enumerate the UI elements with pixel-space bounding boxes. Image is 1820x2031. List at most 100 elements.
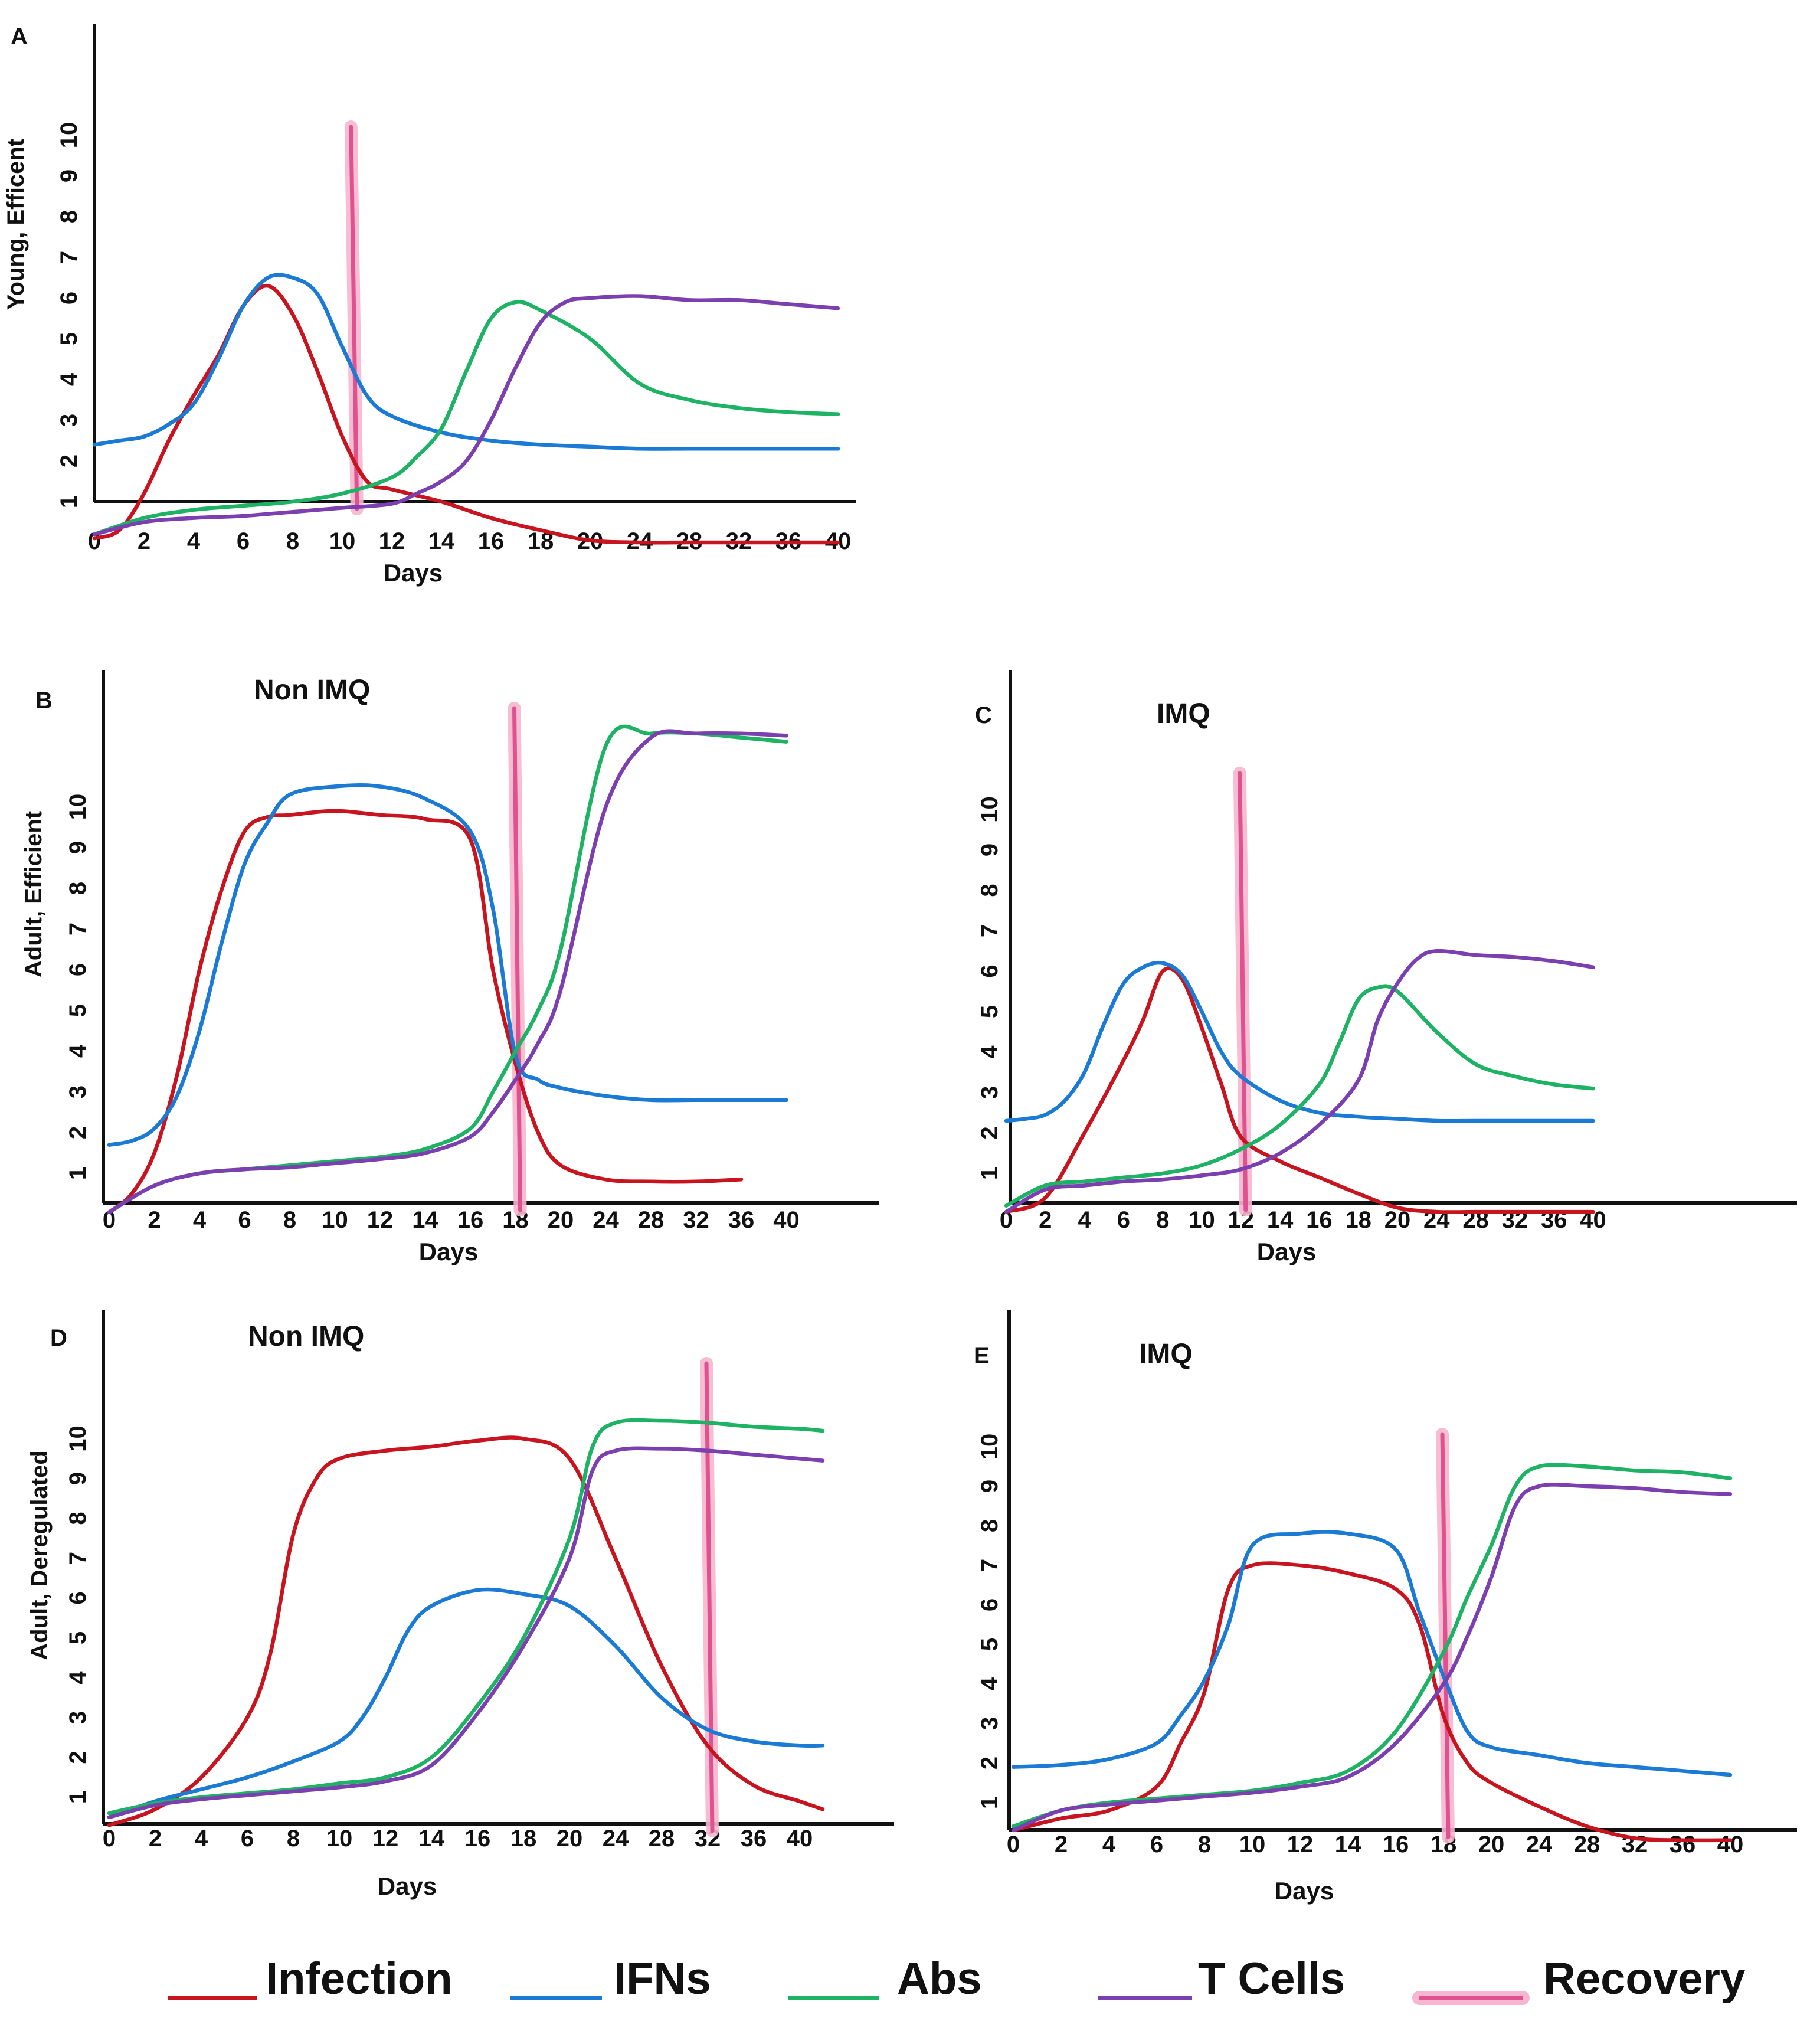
- x-tick-label: 36: [728, 1207, 755, 1233]
- series-line-ifns: [107, 783, 788, 1147]
- y-tick-label: 7: [56, 251, 82, 264]
- x-tick-label: 12: [1287, 1832, 1314, 1857]
- x-tick-label: 28: [638, 1207, 665, 1233]
- y-tick-label: 8: [977, 884, 1003, 897]
- x-tick-label: 10: [322, 1207, 348, 1233]
- y-tick-label: 4: [56, 372, 82, 386]
- series-line-t-cells: [1011, 1483, 1733, 1833]
- x-tick-label: 6: [238, 1207, 251, 1233]
- y-tick-label: 2: [65, 1126, 91, 1139]
- x-tick-label: 40: [773, 1207, 800, 1233]
- x-tick-label: 24: [1526, 1832, 1553, 1857]
- x-tick-label: 10: [1239, 1832, 1266, 1857]
- y-tick-label: 4: [65, 1044, 91, 1058]
- x-tick-label: 14: [1267, 1207, 1294, 1233]
- series-line-ifns: [1004, 960, 1595, 1123]
- x-tick-label: 16: [464, 1826, 491, 1852]
- x-tick-label: 4: [1102, 1832, 1116, 1857]
- x-tick-label: 0: [103, 1207, 116, 1233]
- series-line-abs: [92, 300, 840, 537]
- y-tick-label: 3: [56, 414, 82, 427]
- x-tick-label: 2: [148, 1207, 161, 1233]
- x-axis-label: Days: [384, 559, 443, 587]
- recovery-marker: [1440, 1432, 1451, 1839]
- panel-letter: D: [50, 1325, 67, 1351]
- y-tick-label: 9: [977, 1480, 1003, 1493]
- x-tick-label: 16: [1383, 1832, 1409, 1857]
- series-line-infection: [1011, 1561, 1733, 1843]
- panel-title: IMQ: [1157, 698, 1210, 730]
- y-tick-label: 8: [65, 1512, 91, 1525]
- x-axis-label: Days: [378, 1872, 437, 1900]
- x-tick-label: 8: [283, 1207, 296, 1233]
- x-tick-label: 8: [286, 528, 299, 554]
- y-tick-label: 10: [56, 122, 82, 149]
- y-tick-label: 5: [65, 1004, 91, 1017]
- y-tick-label: 3: [977, 1086, 1003, 1099]
- series-line-ifns: [1011, 1530, 1733, 1777]
- x-tick-label: 14: [412, 1207, 438, 1233]
- panel-a: A0 2 4 6 8 10 12 14 16 18 20 24 28 32 36 4012345678910D…: [3, 24, 856, 587]
- legend: Infection IFNs Abs T Cells Recovery: [168, 1954, 1745, 2005]
- y-tick-label: 4: [977, 1677, 1003, 1690]
- x-tick-label: 6: [237, 528, 250, 554]
- y-tick-label: 7: [977, 1559, 1003, 1572]
- x-tick-label: 28: [1574, 1832, 1600, 1857]
- x-axis-label: Days: [1275, 1877, 1334, 1905]
- legend-label: T Cells: [1198, 1954, 1345, 2004]
- y-tick-label: 10: [977, 1434, 1003, 1460]
- x-tick-label: 18: [1345, 1207, 1371, 1233]
- y-tick-label: 10: [977, 796, 1003, 823]
- x-tick-label: 8: [287, 1826, 300, 1852]
- series-line-t-cells: [1004, 949, 1595, 1214]
- legend-label: IFNs: [614, 1954, 711, 2004]
- x-tick-label: 4: [193, 1207, 207, 1233]
- x-tick-label: 10: [1189, 1207, 1215, 1233]
- y-tick-label: 6: [977, 1598, 1003, 1611]
- x-tick-label: 24: [603, 1826, 629, 1852]
- recovery-marker: [349, 125, 359, 511]
- y-tick-label: 1: [977, 1796, 1003, 1809]
- x-tick-label: 6: [241, 1826, 254, 1852]
- y-tick-label: 2: [56, 454, 82, 467]
- x-tick-label: 2: [1039, 1207, 1052, 1233]
- series-line-abs: [1004, 984, 1595, 1208]
- y-tick-label: 3: [65, 1085, 91, 1098]
- panel-letter: C: [975, 702, 992, 728]
- series-line-t-cells: [92, 294, 840, 537]
- legend-item-infection: Infection: [168, 1954, 453, 2004]
- x-tick-label: 16: [478, 528, 505, 554]
- y-tick-label: 6: [65, 963, 91, 976]
- y-tick-label: 3: [977, 1717, 1003, 1730]
- x-tick-label: 12: [372, 1826, 399, 1852]
- x-tick-label: 12: [379, 528, 405, 554]
- x-tick-label: 2: [1055, 1832, 1068, 1857]
- y-tick-label: 10: [65, 794, 91, 820]
- y-tick-label: 5: [65, 1631, 91, 1644]
- y-tick-label: 7: [977, 924, 1003, 937]
- x-tick-label: 0: [103, 1826, 116, 1852]
- y-tick-label: 6: [977, 964, 1003, 977]
- y-tick-label: 3: [65, 1711, 91, 1724]
- panel-letter: B: [35, 688, 53, 714]
- x-tick-label: 4: [187, 528, 201, 554]
- x-tick-label: 12: [367, 1207, 394, 1233]
- x-tick-label: 6: [1150, 1832, 1163, 1857]
- y-tick-label: 10: [65, 1425, 91, 1452]
- y-tick-label: 5: [56, 332, 82, 345]
- series-line-t-cells: [107, 729, 788, 1214]
- y-axis-label: Young, Efficent: [3, 139, 29, 310]
- y-tick-label: 2: [977, 1757, 1003, 1770]
- x-tick-label: 4: [1078, 1207, 1091, 1233]
- y-tick-label: 5: [977, 1005, 1003, 1018]
- y-tick-label: 5: [977, 1638, 1003, 1651]
- series-line-infection: [107, 809, 744, 1214]
- x-tick-label: 4: [195, 1826, 208, 1852]
- series-line-abs: [107, 724, 788, 1214]
- y-tick-label: 8: [56, 210, 82, 223]
- x-tick-label: 16: [1306, 1207, 1333, 1233]
